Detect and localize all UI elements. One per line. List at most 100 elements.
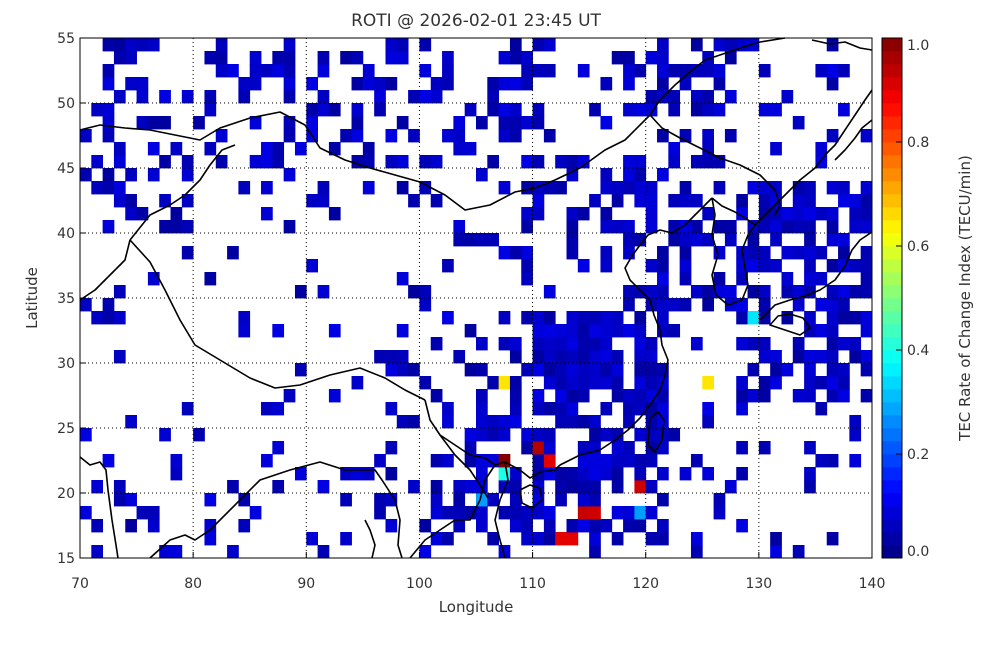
roti-cell — [611, 532, 624, 546]
roti-cell — [804, 324, 816, 338]
roti-cell — [634, 454, 647, 468]
roti-cell — [487, 77, 500, 91]
roti-cell — [442, 415, 454, 429]
roti-cell — [815, 155, 828, 169]
colorbar-band — [882, 51, 902, 65]
roti-cell — [464, 428, 477, 442]
roti-cell — [261, 454, 273, 468]
colorbar-band — [882, 506, 902, 520]
roti-cell — [577, 389, 590, 403]
roti-cell — [238, 90, 251, 104]
roti-cell — [532, 337, 545, 351]
roti-cell — [453, 480, 466, 494]
roti-cell — [340, 51, 352, 65]
roti-cell — [600, 454, 613, 468]
roti-cell — [645, 51, 658, 65]
roti-cell — [645, 363, 658, 377]
roti-cell — [600, 428, 613, 442]
roti-cell — [690, 454, 703, 468]
roti-cell — [476, 389, 488, 403]
roti-cell — [283, 168, 296, 182]
roti-cell — [758, 103, 771, 117]
roti-cell — [668, 428, 681, 442]
colorbar-band — [882, 337, 902, 351]
roti-cell — [113, 311, 126, 325]
roti-cell — [702, 233, 714, 247]
roti-cell — [102, 129, 115, 143]
roti-cell — [645, 259, 658, 273]
roti-cell — [204, 51, 217, 65]
roti-cell — [600, 168, 613, 182]
roti-cell — [80, 129, 92, 143]
roti-cell — [476, 402, 488, 416]
roti-cell — [261, 181, 273, 195]
roti-cell — [261, 142, 273, 156]
roti-cell — [860, 220, 873, 234]
roti-cell — [136, 207, 149, 221]
roti-cell — [713, 77, 726, 91]
roti-cell — [860, 259, 873, 273]
colorbar-band — [882, 233, 902, 247]
roti-cell — [215, 129, 228, 143]
roti-cell — [657, 389, 669, 403]
roti-cell — [690, 64, 703, 78]
roti-cell — [294, 142, 307, 156]
roti-cell — [770, 350, 782, 364]
roti-cell — [792, 337, 805, 351]
x-tick-label: 130 — [745, 576, 772, 592]
roti-cell — [453, 220, 466, 234]
roti-cell — [362, 77, 375, 91]
roti-cell — [419, 285, 432, 299]
roti-cell — [679, 259, 692, 273]
roti-cell — [261, 64, 273, 78]
roti-cell — [555, 493, 567, 507]
roti-cell — [464, 506, 477, 520]
roti-cell — [781, 207, 794, 221]
roti-cell — [736, 298, 748, 312]
roti-cell — [385, 155, 398, 169]
roti-cell — [679, 233, 692, 247]
roti-cell — [125, 207, 137, 221]
y-tick-label: 20 — [57, 486, 75, 502]
roti-cell — [849, 454, 862, 468]
colorbar-band — [882, 298, 902, 312]
roti-cell — [690, 532, 703, 546]
roti-cell — [396, 38, 409, 52]
roti-cell — [476, 168, 488, 182]
y-tick-label: 25 — [57, 421, 75, 437]
roti-cell — [521, 311, 533, 325]
roti-cell — [623, 454, 635, 468]
roti-cell — [181, 194, 194, 208]
roti-cell — [442, 129, 454, 143]
roti-cell — [102, 77, 115, 91]
roti-cell — [792, 350, 805, 364]
roti-cell — [577, 376, 590, 390]
roti-cell — [498, 454, 511, 468]
roti-cell — [532, 103, 545, 117]
colorbar-band — [882, 272, 902, 286]
roti-cell — [577, 480, 590, 494]
roti-cell — [453, 116, 466, 130]
roti-cell — [815, 324, 828, 338]
roti-cell — [815, 376, 828, 390]
roti-cell — [860, 324, 873, 338]
colorbar-band — [882, 90, 902, 104]
roti-cell — [543, 428, 556, 442]
roti-cell — [498, 337, 511, 351]
roti-cell — [555, 376, 567, 390]
roti-cell — [623, 77, 635, 91]
roti-cell — [408, 129, 420, 143]
roti-cell — [509, 116, 522, 130]
roti-cell — [238, 493, 251, 507]
colorbar-band — [882, 402, 902, 416]
roti-cell — [804, 389, 816, 403]
roti-cell — [736, 311, 748, 325]
x-tick-label: 120 — [632, 576, 659, 592]
roti-cell — [634, 506, 647, 520]
roti-cell — [781, 285, 794, 299]
colorbar-tick-label: 1.0 — [907, 38, 929, 54]
colorbar-tick-label: 0.0 — [907, 544, 929, 560]
y-tick-label: 15 — [57, 551, 75, 567]
roti-cell — [238, 77, 251, 91]
roti-cell — [600, 116, 613, 130]
